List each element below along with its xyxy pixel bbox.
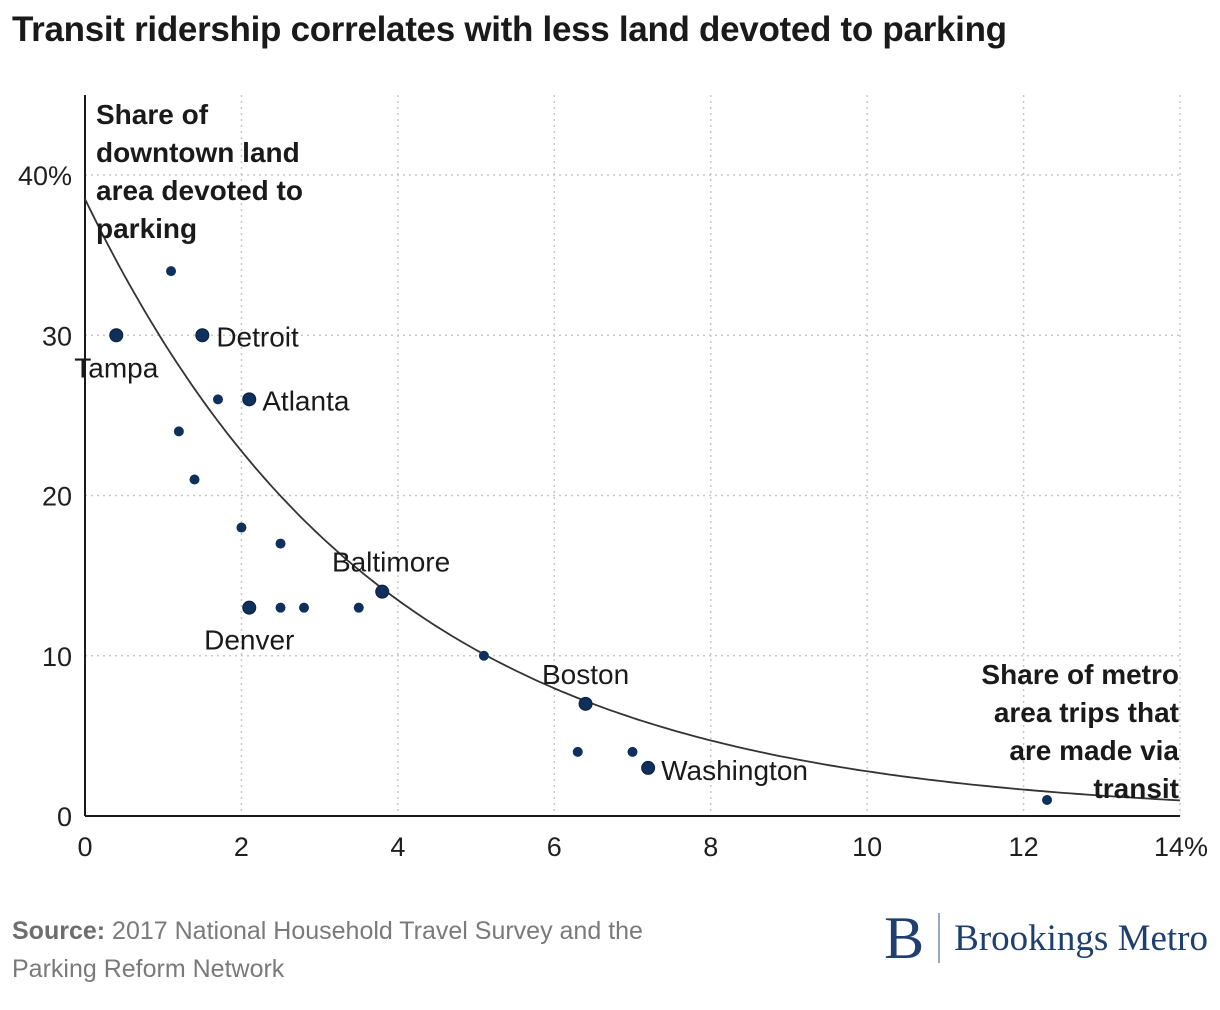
- axis-notes: Share of downtown land area devoted to park…: [96, 99, 1179, 804]
- brand-logo: B Brookings Metro: [884, 905, 1208, 971]
- trendline-group: [84, 198, 1181, 802]
- x-tick-label: 14%: [1154, 832, 1208, 862]
- x-axis-note: are made via: [1009, 735, 1179, 766]
- x-tick-label: 12: [1009, 832, 1039, 862]
- y-axis-note: downtown land: [96, 137, 300, 168]
- x-tick-label: 6: [547, 832, 562, 862]
- data-point: [275, 602, 286, 613]
- data-point: [275, 538, 286, 549]
- scatter-chart: 0 2 4 6 8 10 12 14% 0 10 20 30 40% Tampa Detroit Atlan…: [18, 95, 1208, 862]
- point-label: Denver: [204, 625, 294, 656]
- x-axis-note: Share of metro: [981, 659, 1179, 690]
- data-point: [242, 600, 257, 615]
- data-point: [189, 474, 200, 485]
- data-point: [173, 426, 184, 437]
- data-point: [236, 522, 247, 533]
- data-point: [353, 602, 364, 613]
- x-tick-label: 8: [703, 832, 718, 862]
- data-point: [641, 760, 656, 775]
- point-label: Tampa: [74, 352, 158, 383]
- data-point: [299, 602, 309, 613]
- grid-lines: [85, 95, 1181, 816]
- x-axis-note: area trips that: [994, 697, 1179, 728]
- y-tick-label: 40%: [18, 161, 72, 191]
- chart-title: Transit ridership correlates with less l…: [12, 10, 1007, 49]
- point-label: Boston: [542, 659, 629, 690]
- y-tick-label: 0: [57, 802, 72, 832]
- data-point: [242, 392, 257, 407]
- source-note: Source: 2017 National Household Travel S…: [12, 912, 732, 988]
- data-point: [109, 328, 124, 343]
- point-label: Baltimore: [332, 547, 450, 578]
- data-point: [1042, 794, 1053, 805]
- tick-labels: 0 2 4 6 8 10 12 14% 0 10 20 30 40%: [18, 161, 1208, 862]
- y-axis-note: area devoted to: [96, 175, 303, 206]
- x-axis-note: transit: [1093, 773, 1179, 804]
- data-point: [478, 650, 489, 661]
- brand-name: Brookings Metro: [954, 917, 1208, 959]
- trendline: [84, 198, 1181, 802]
- point-label: Detroit: [216, 321, 299, 352]
- data-point: [195, 328, 210, 343]
- y-tick-label: 30: [42, 321, 72, 351]
- y-axis-note: Share of: [96, 99, 209, 130]
- data-points: [109, 266, 1053, 805]
- source-text: 2017 National Household Travel Survey an…: [12, 917, 643, 983]
- x-tick-label: 2: [234, 832, 249, 862]
- data-point: [375, 584, 390, 599]
- data-point: [166, 266, 177, 277]
- x-tick-label: 0: [77, 832, 92, 862]
- y-tick-label: 10: [42, 642, 72, 672]
- y-tick-label: 20: [42, 482, 72, 512]
- brand-mark: B: [884, 905, 925, 971]
- source-label: Source:: [12, 917, 106, 945]
- y-axis-note: parking: [96, 213, 197, 244]
- city-labels: Tampa Detroit Atlanta Denver Baltimore Boston…: [74, 321, 808, 786]
- brand-divider: [938, 913, 941, 963]
- data-point: [212, 394, 223, 405]
- data-point: [572, 746, 583, 757]
- x-tick-label: 4: [390, 832, 405, 862]
- data-point: [578, 696, 593, 711]
- axes: [84, 95, 1180, 817]
- x-tick-label: 10: [852, 832, 882, 862]
- point-label: Atlanta: [262, 385, 350, 416]
- point-label: Washington: [661, 755, 808, 786]
- data-point: [627, 746, 638, 757]
